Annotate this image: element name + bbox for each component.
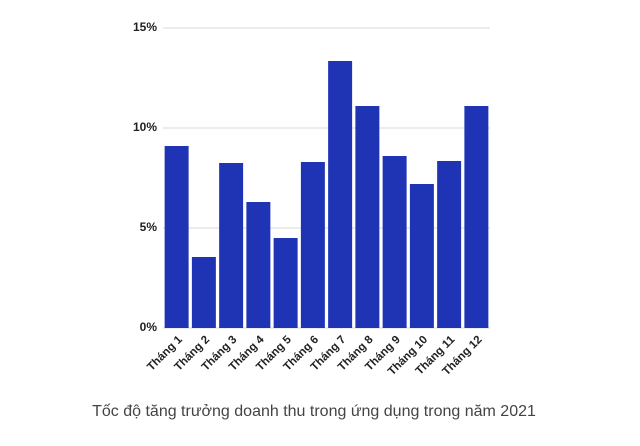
chart-caption: Tốc độ tăng trưởng doanh thu trong ứng d… [92, 403, 536, 420]
bar [164, 146, 189, 328]
bar [328, 61, 353, 328]
y-tick-label: 15% [133, 20, 157, 34]
bar [300, 162, 325, 328]
bar [273, 238, 298, 328]
bar [464, 106, 489, 328]
y-tick-label: 0% [140, 320, 158, 334]
bar [409, 184, 434, 328]
bar [191, 257, 216, 328]
y-tick-label: 5% [140, 220, 158, 234]
bar [355, 106, 380, 328]
bar [246, 202, 271, 328]
y-tick-label: 10% [133, 120, 157, 134]
bar [219, 163, 244, 328]
bar [437, 161, 462, 328]
bar [382, 156, 407, 328]
